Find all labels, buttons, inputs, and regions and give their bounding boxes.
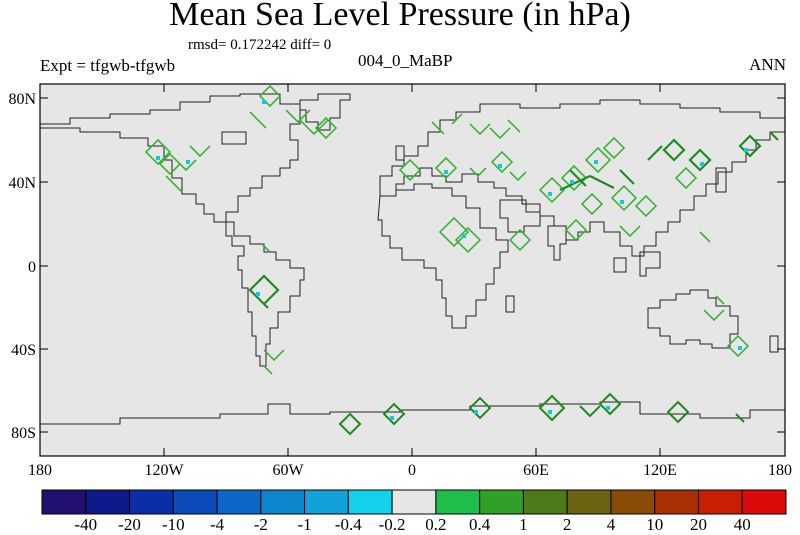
colorbar-swatch (391, 489, 437, 515)
colorbar-label: 4 (606, 515, 616, 534)
colorbar-swatch (347, 489, 393, 515)
colorbar-label: -0.2 (378, 515, 406, 534)
lon-tick-label: 180 (768, 462, 792, 479)
colorbar-swatch (41, 489, 87, 515)
lon-tick-label: 120E (643, 462, 677, 479)
colorbar-swatch (304, 489, 349, 515)
colorbar-label: -0.4 (334, 515, 362, 534)
rmsd-diff-stats: rmsd= 0.172242 diff= 0 (188, 37, 332, 53)
lat-tick-label: 80S (11, 425, 36, 442)
colorbar-swatch (129, 489, 174, 515)
axis-ticks (40, 84, 785, 456)
colorbar-swatch (260, 489, 306, 515)
colorbar-swatch (522, 489, 568, 515)
diff-contours (144, 84, 779, 436)
colorbar-swatch (741, 489, 787, 515)
colorbar-label: 20 (689, 515, 707, 534)
colorbar-swatch (566, 489, 612, 515)
lon-tick-label: 120W (144, 462, 184, 479)
colorbar-label: -10 (161, 515, 185, 534)
colorbar-label: 10 (646, 515, 664, 534)
plot-title: Mean Sea Level Pressure (in hPa) (169, 0, 631, 33)
colorbar (41, 489, 787, 515)
colorbar-swatch (172, 489, 218, 515)
lon-tick-label: 60W (272, 462, 304, 479)
colorbar-swatch (479, 489, 524, 515)
lon-tick-label: 0 (408, 462, 416, 479)
experiment-label: Expt = tfgwb-tfgwb (40, 56, 176, 75)
colorbar-label: -1 (297, 515, 312, 534)
colorbar-label: -40 (74, 515, 98, 534)
colorbar-swatch (654, 489, 699, 515)
colorbar-label: -20 (118, 515, 141, 534)
colorbar-swatch (435, 489, 481, 515)
colorbar-label: 0.2 (425, 515, 447, 534)
case-label: 004_0_MaBP (358, 51, 453, 70)
lat-tick-label: 0 (28, 259, 36, 276)
coastlines (40, 93, 786, 425)
season-label: ANN (749, 55, 786, 74)
colorbar-swatch (85, 489, 131, 515)
colorbar-swatch (610, 489, 656, 515)
lat-tick-label: 40N (8, 175, 36, 192)
colorbar-label: -2 (253, 515, 268, 534)
colorbar-label: 0.4 (469, 515, 491, 534)
colorbar-swatch (697, 489, 743, 515)
colorbar-swatch (216, 489, 262, 515)
colorbar-label: 1 (519, 515, 528, 534)
colorbar-label: 2 (562, 515, 572, 534)
lon-tick-label: 180 (28, 462, 52, 479)
lat-tick-label: 40S (11, 342, 36, 359)
lat-tick-label: 80N (8, 91, 36, 108)
colorbar-label: -4 (209, 515, 225, 534)
colorbar-label: 40 (733, 515, 751, 534)
lon-tick-label: 60E (523, 462, 549, 479)
